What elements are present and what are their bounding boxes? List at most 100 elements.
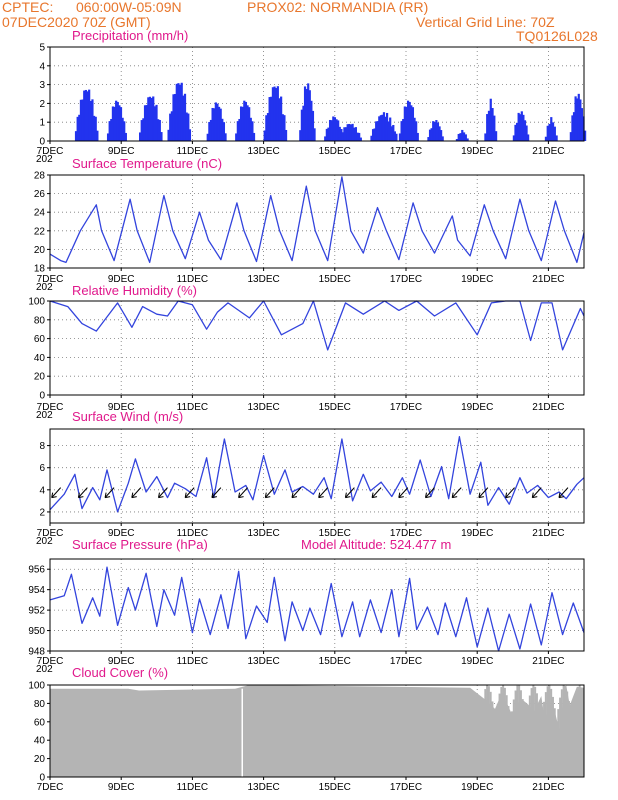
precip-bar — [119, 107, 123, 141]
rh-xtick-label: 11DEC — [177, 402, 209, 413]
pressure-xtick-label: 17DEC — [390, 656, 422, 667]
wind-arrow — [104, 487, 115, 498]
precip-bar — [265, 115, 268, 141]
pressure-xtick-label: 21DEC — [532, 656, 564, 667]
precip-bar — [239, 106, 243, 141]
precip-bar — [517, 112, 520, 141]
cloud-bar — [498, 693, 501, 777]
cloud-bar — [511, 711, 514, 777]
precip-bar — [185, 112, 188, 141]
rh-panel: 0 20 40 60 80 100 7DEC 9DEC 11DEC 13DEC 15DEC 17DEC… — [28, 283, 585, 421]
wind-xtick-label: 13DEC — [247, 528, 279, 539]
precip-bar — [311, 110, 315, 141]
precip-bar — [263, 130, 266, 141]
temp-year-label: 202 — [36, 282, 53, 293]
precip-bar — [387, 121, 390, 141]
precip-bar — [188, 129, 192, 141]
precip-bar — [123, 121, 126, 141]
cloud-bar — [505, 695, 508, 777]
precip-bar — [235, 133, 238, 141]
wind-arrow — [158, 487, 168, 498]
rh-ytick-label: 40 — [34, 353, 46, 364]
cloud-frame — [49, 684, 585, 778]
precip-bar — [408, 101, 411, 141]
precip-ytick-label: 5 — [39, 43, 45, 54]
temp-xtick-label: 7DEC — [37, 274, 64, 285]
cloud-bar — [550, 688, 553, 777]
pressure-xtick-label: 11DEC — [177, 656, 209, 667]
precip-bar — [572, 112, 576, 141]
precip-frame — [49, 46, 585, 142]
rh-ytick-label: 20 — [34, 372, 46, 383]
precip-bar — [111, 106, 115, 141]
precip-bar — [124, 132, 127, 141]
rh-xtick-label: 13DEC — [247, 402, 279, 413]
temp-panel: 18 20 22 24 26 28 7DEC 9DEC 11DEC 13DEC 15DEC 17DEC… — [34, 156, 585, 293]
cloud-bar — [523, 710, 526, 777]
wind-ytick-label: 8 — [39, 441, 45, 452]
temp-xtick-label: 11DEC — [177, 274, 209, 285]
precip-bar — [338, 137, 341, 141]
precip-bar — [416, 132, 419, 141]
precip-bar — [493, 115, 496, 141]
cloud-bar — [518, 685, 521, 777]
cloud-ytick-label: 0 — [39, 773, 45, 784]
precip-bar — [213, 108, 216, 141]
rh-xtick-label: 9DEC — [108, 402, 135, 413]
precip-bar — [266, 113, 270, 141]
precip-bar — [325, 128, 328, 141]
header-station: PROX02: NORMANDIA (RR) — [247, 0, 429, 15]
cloud-bar — [521, 699, 524, 777]
cloud-bar — [535, 693, 538, 777]
wind-year-label: 202 — [36, 536, 53, 547]
precip-bar — [461, 129, 464, 141]
cloud-bar — [491, 701, 494, 777]
cloud-bar — [525, 719, 528, 777]
precip-bar — [381, 114, 384, 141]
precip-bar — [300, 109, 303, 141]
precip-bar — [392, 124, 395, 141]
rh-ytick-label: 60 — [34, 334, 46, 345]
precip-bar — [457, 133, 460, 141]
cloud-bar — [576, 687, 579, 777]
precip-xtick-label: 19DEC — [461, 146, 493, 157]
precip-bar — [182, 95, 185, 141]
precip-bar — [172, 94, 175, 141]
precip-bar — [522, 114, 525, 141]
precip-bar — [525, 125, 528, 141]
precip-bar — [349, 124, 353, 141]
precip-bar — [139, 132, 142, 141]
precip-bar — [354, 127, 357, 141]
precip-bar — [370, 135, 373, 141]
precip-xtick-label: 15DEC — [319, 146, 351, 157]
precip-bar — [113, 106, 116, 141]
cloud-bar — [537, 703, 540, 777]
cloud-bar — [567, 701, 570, 777]
precip-bar — [486, 114, 489, 141]
precip-bar — [378, 116, 381, 141]
precip-bar — [489, 98, 492, 141]
precip-ytick-label: 0 — [39, 137, 45, 148]
precip-bar — [576, 98, 579, 141]
wind-ytick-label: 4 — [39, 485, 45, 496]
precip-bar — [340, 132, 343, 141]
precip-bar — [244, 101, 248, 141]
precip-bar — [436, 122, 440, 141]
precip-bar — [514, 124, 517, 141]
precip-bar — [487, 110, 491, 141]
precip-bar — [221, 118, 224, 141]
wind-arrow — [51, 487, 62, 498]
precip-bar — [281, 114, 284, 141]
precip-bar — [341, 132, 344, 141]
precip-bar — [187, 113, 190, 141]
pressure-line — [49, 566, 585, 652]
precip-ytick-label: 1 — [39, 118, 45, 129]
cloud-bar — [548, 685, 551, 777]
precip-bar — [338, 126, 341, 141]
cloud-xtick-label: 9DEC — [108, 782, 135, 793]
precip-bar — [313, 128, 316, 141]
precip-bar — [455, 139, 459, 141]
cloud-ytick-label: 40 — [34, 736, 46, 747]
precip-bar — [550, 117, 553, 141]
precip-bar — [167, 129, 170, 141]
